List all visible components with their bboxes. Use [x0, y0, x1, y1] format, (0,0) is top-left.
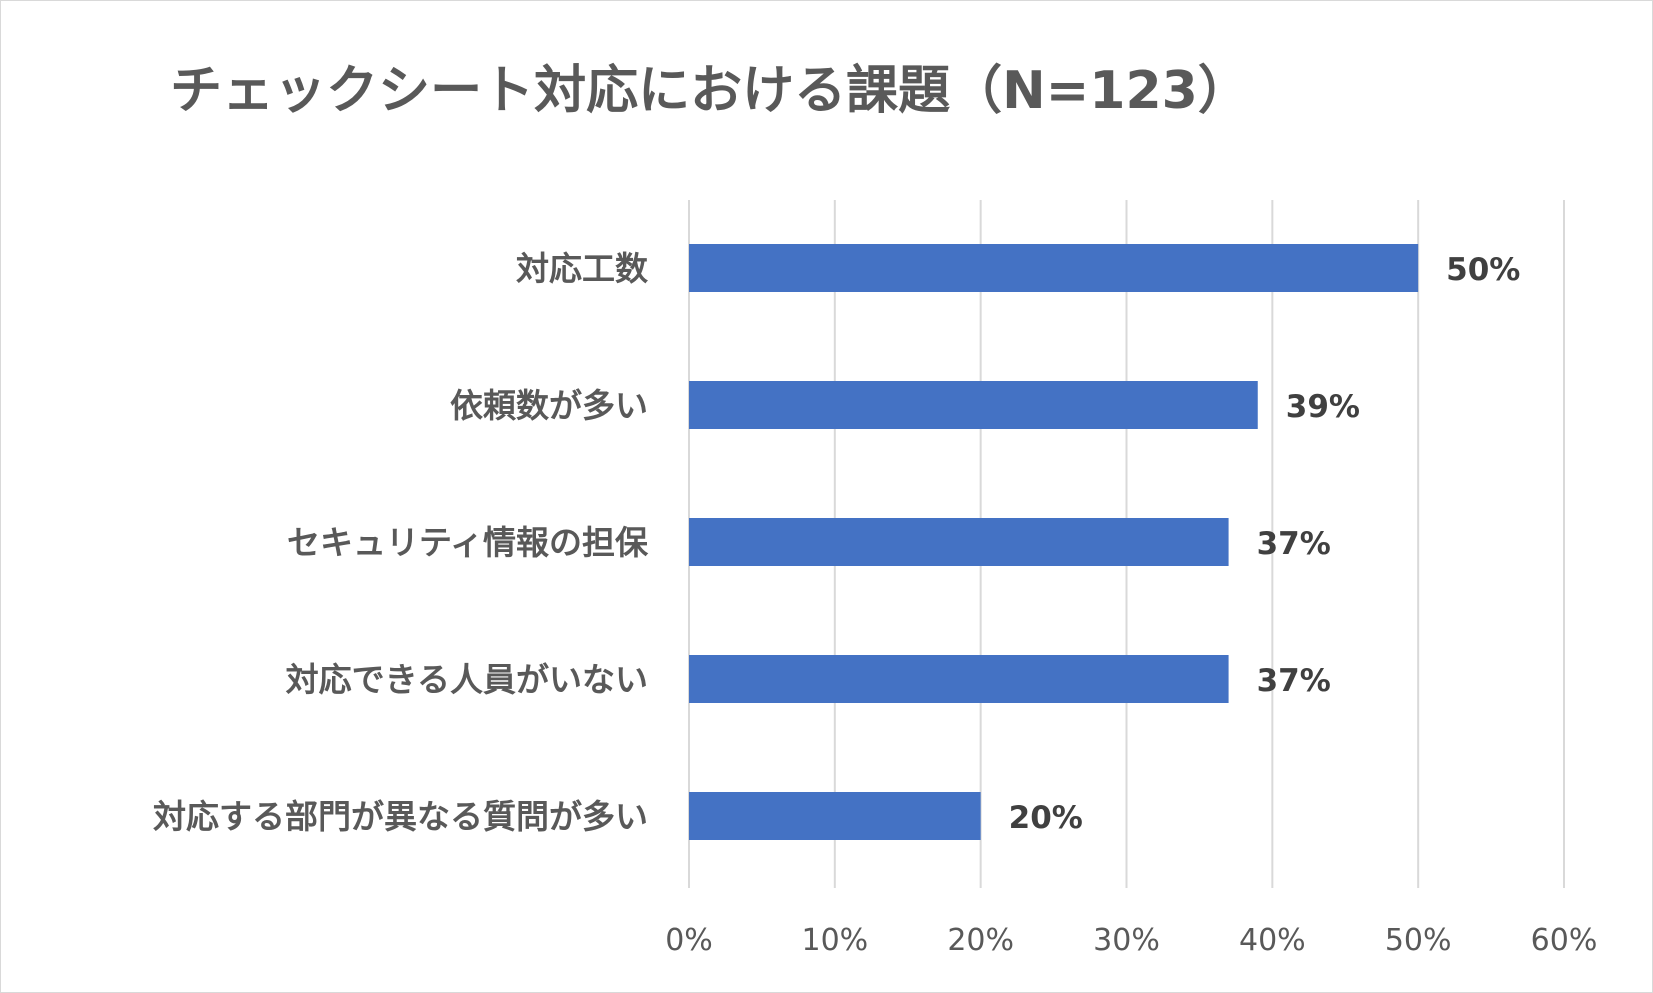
x-tick-label: 0% [665, 923, 713, 958]
category-label: 対応工数 [516, 249, 649, 288]
bar-3 [689, 655, 1229, 703]
bars [689, 244, 1419, 840]
labels: 0% 10% 20% 30% 40% 50% 60% 対応工数 50% 依頼数が多い 39% セキュリ… [153, 249, 1597, 958]
value-label: 37% [1257, 663, 1331, 699]
bar-4 [689, 792, 981, 840]
x-tick-label: 10% [801, 923, 868, 958]
value-label: 50% [1446, 252, 1520, 288]
x-tick-label: 30% [1093, 923, 1160, 958]
value-label: 20% [1009, 800, 1083, 836]
chart-title: チェックシート対応における課題（N=123） [170, 61, 1250, 121]
bar-0 [689, 244, 1419, 292]
x-tick-label: 60% [1531, 923, 1598, 958]
category-label: 対応する部門が異なる質問が多い [153, 797, 648, 836]
value-label: 39% [1286, 389, 1360, 425]
category-label: 依頼数が多い [450, 386, 648, 425]
category-label: セキュリティ情報の担保 [287, 523, 649, 562]
bar-2 [689, 518, 1229, 566]
x-tick-label: 40% [1239, 923, 1306, 958]
x-tick-label: 50% [1385, 923, 1452, 958]
category-label: 対応できる人員がいない [286, 660, 648, 699]
x-tick-label: 20% [947, 923, 1014, 958]
value-label: 37% [1257, 526, 1331, 562]
bar-1 [689, 381, 1258, 429]
